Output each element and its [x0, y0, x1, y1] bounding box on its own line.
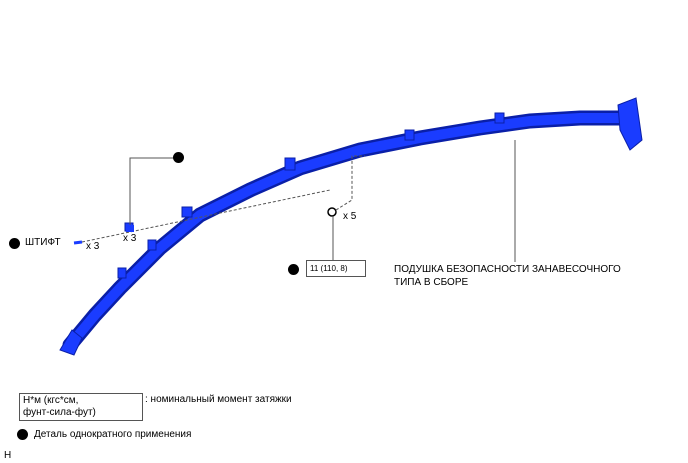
- pin-qty: x 3: [86, 241, 100, 252]
- corner-mark: H: [4, 450, 12, 461]
- clip-icon: [126, 225, 134, 232]
- curtain-airbag: [65, 113, 625, 350]
- clip-qty: x 3: [123, 233, 137, 244]
- legend-torque-unit-line2: фунт-сила-фут): [23, 407, 96, 418]
- legend-single-use-dot: [17, 429, 28, 440]
- bolt-qty: x 5: [343, 211, 357, 222]
- lower-tether: [59, 329, 83, 356]
- bolt-icon: [327, 207, 337, 217]
- pin-label: ШТИФТ: [25, 237, 61, 248]
- torque-value: 11 (110, 8): [310, 264, 348, 273]
- legend-torque-desc: : номинальный момент затяжки: [145, 394, 292, 405]
- legend-torque-unit-line1: Н*м (кгс*см,: [23, 395, 79, 406]
- legend-torque-box: Н*м (кгс*см, фунт-сила-фут): [19, 393, 143, 421]
- legend-single-use-desc: Деталь однократного применения: [34, 429, 192, 440]
- single-use-mark-clip: [173, 152, 184, 163]
- mounting-tabs: [117, 112, 505, 279]
- pin-icon: [73, 240, 83, 245]
- part-name-line2: ТИПА В СБОРЕ: [394, 277, 469, 288]
- front-bracket: [617, 97, 643, 151]
- single-use-mark-pin: [9, 238, 20, 249]
- single-use-mark-bolt: [288, 264, 299, 275]
- part-name-line1: ПОДУШКА БЕЗОПАСНОСТИ ЗАНАВЕСОЧНОГО: [394, 264, 621, 275]
- torque-box: 11 (110, 8): [306, 260, 366, 277]
